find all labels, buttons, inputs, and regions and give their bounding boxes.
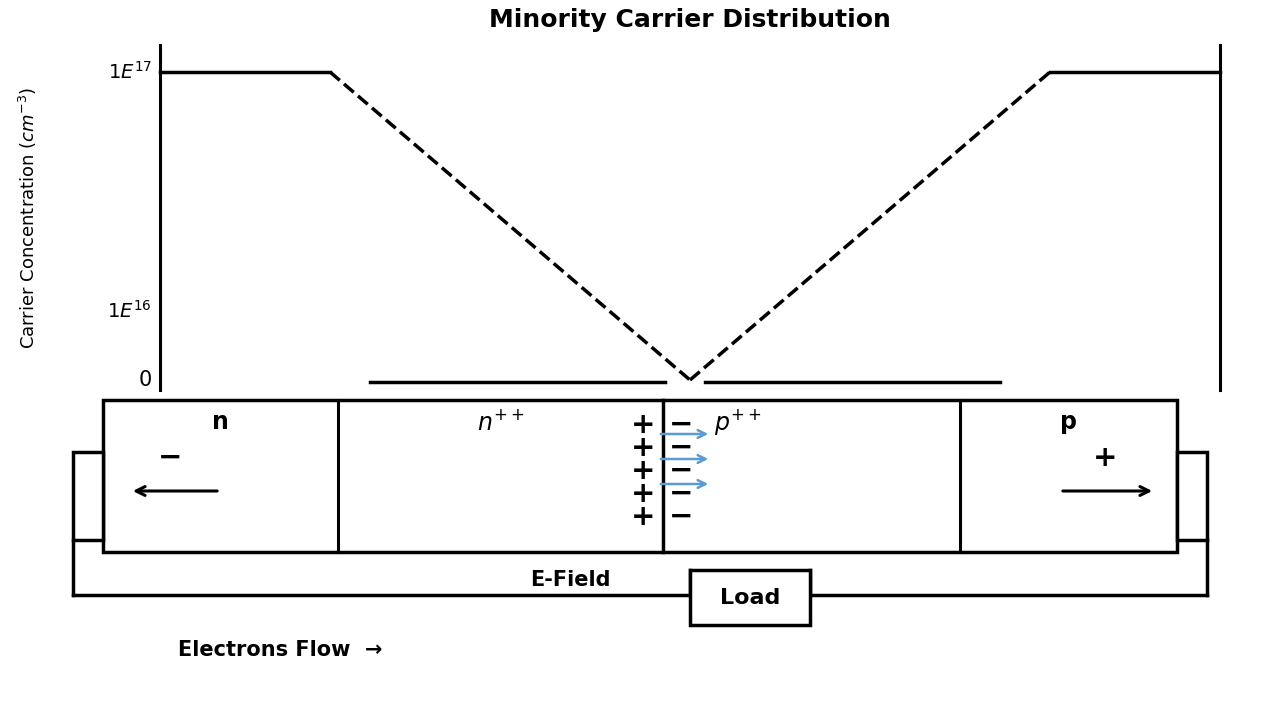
Bar	[102, 400, 1178, 552]
Text: $n^{++}$: $n^{++}$	[477, 410, 525, 434]
Text: $0$: $0$	[138, 370, 152, 390]
Text: E-Field: E-Field	[530, 570, 611, 590]
Text: +: +	[631, 411, 655, 439]
Text: Carrier Concentration ($cm^{-3}$): Carrier Concentration ($cm^{-3}$)	[17, 86, 40, 348]
Text: $p^{++}$: $p^{++}$	[714, 407, 762, 437]
Text: $1E^{17}$: $1E^{17}$	[108, 61, 152, 83]
Text: −: −	[669, 434, 694, 462]
Text: +: +	[1093, 444, 1117, 472]
Bar	[690, 570, 810, 625]
Text: n: n	[212, 410, 229, 434]
Text: +: +	[631, 457, 655, 485]
Text: −: −	[669, 480, 694, 508]
Bar	[73, 452, 102, 540]
Text: −: −	[669, 457, 694, 485]
Text: Electrons Flow  →: Electrons Flow →	[178, 640, 383, 660]
Text: Minority Carrier Distribution: Minority Carrier Distribution	[489, 8, 891, 32]
Text: −: −	[669, 411, 694, 439]
Text: −: −	[157, 444, 182, 472]
Bar	[1178, 452, 1207, 540]
Text: +: +	[631, 434, 655, 462]
Text: Load: Load	[719, 588, 781, 608]
Text: −: −	[669, 503, 694, 531]
Text: +: +	[631, 480, 655, 508]
Text: $1E^{16}$: $1E^{16}$	[108, 300, 152, 323]
Text: +: +	[631, 503, 655, 531]
Text: p: p	[1060, 410, 1076, 434]
